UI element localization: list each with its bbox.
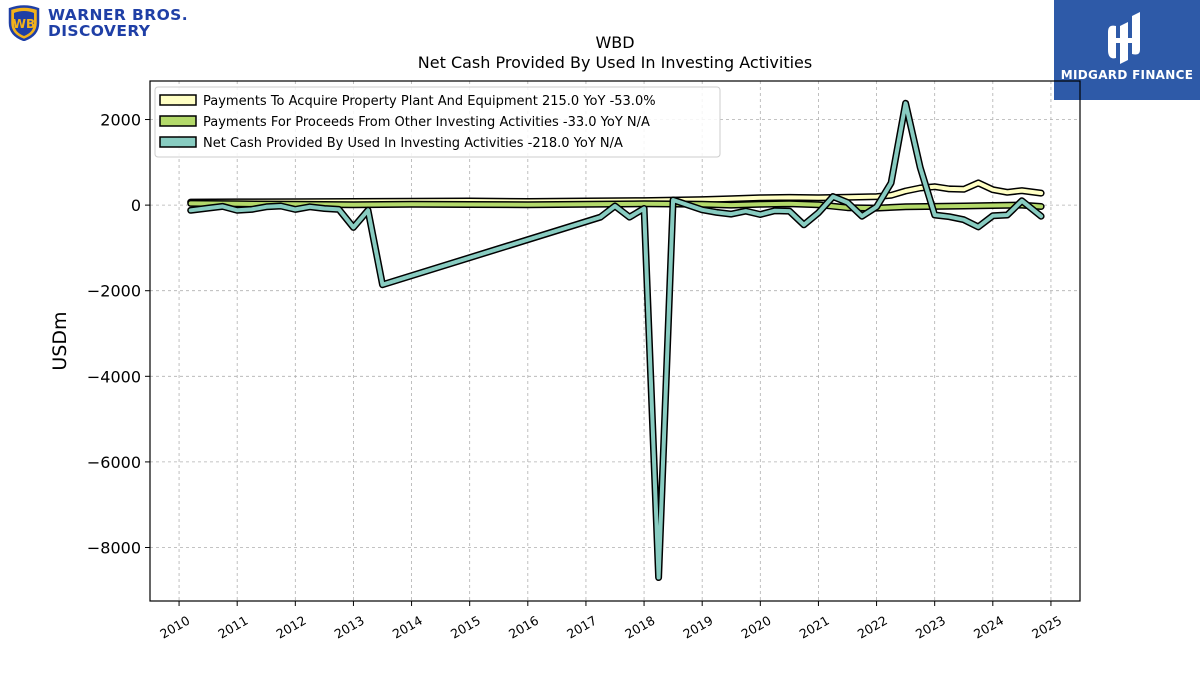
x-tick-label: 2012 (274, 613, 309, 642)
midgard-logo-icon (1108, 12, 1140, 64)
grid-lines (150, 81, 1080, 601)
chart-subtitle: Net Cash Provided By Used In Investing A… (418, 53, 812, 72)
y-tick-label: 0 (131, 196, 141, 215)
series-1 (187, 179, 1045, 206)
y-tick-label: −4000 (87, 367, 141, 386)
brand-line-1: WARNER BROS. (48, 6, 189, 24)
y-tick-label: −6000 (87, 453, 141, 472)
legend-box (154, 86, 721, 158)
legend: Payments To Acquire Property Plant And E… (154, 86, 721, 158)
series-line (188, 101, 1044, 580)
series-line-outline (187, 99, 1045, 581)
x-tick-label: 2018 (622, 613, 657, 642)
x-tick-label: 2011 (215, 613, 250, 642)
svg-text:WB: WB (13, 17, 35, 31)
legend-label: Payments To Acquire Property Plant And E… (203, 94, 656, 109)
x-tick-label: 2014 (390, 613, 425, 642)
x-tick-label: 2015 (448, 613, 483, 642)
warner-bros-discovery-logo: WB WARNER BROS. DISCOVERY (6, 5, 188, 41)
x-tick-label: 2020 (739, 613, 774, 642)
legend-swatch (159, 94, 197, 106)
wb-shield-icon: WB (8, 5, 40, 41)
x-tick-label: 2025 (1029, 613, 1064, 642)
series-2 (187, 199, 1045, 212)
y-tick-label: −2000 (87, 282, 141, 301)
x-tick-label: 2019 (680, 613, 715, 642)
midgard-finance-text: MIDGARD FINANCE (1060, 68, 1194, 82)
legend-label: Payments For Proceeds From Other Investi… (203, 115, 650, 130)
chart-title: WBD (595, 33, 634, 52)
midgard-finance-logo: MIDGARD FINANCE (1054, 0, 1200, 100)
legend-label: Net Cash Provided By Used In Investing A… (203, 136, 623, 151)
x-tick-label: 2017 (564, 613, 599, 642)
x-tick-label: 2010 (157, 613, 192, 642)
y-tick-label: 2000 (100, 111, 141, 130)
y-tick-label: −8000 (87, 539, 141, 558)
series-line (188, 201, 1044, 211)
x-tick-label: 2013 (332, 613, 367, 642)
brand-line-2: DISCOVERY (48, 22, 151, 40)
series-3 (187, 99, 1045, 581)
x-tick-label: 2024 (971, 613, 1006, 642)
x-tick-label: 2023 (913, 613, 948, 642)
legend-swatch (159, 136, 197, 148)
plot-frame (149, 80, 1081, 602)
x-tick-label: 2022 (855, 613, 890, 642)
x-tick-label: 2016 (506, 613, 541, 642)
x-tick-label: 2021 (797, 613, 832, 642)
legend-swatch (159, 115, 197, 127)
y-axis-label: USDm (49, 311, 71, 370)
